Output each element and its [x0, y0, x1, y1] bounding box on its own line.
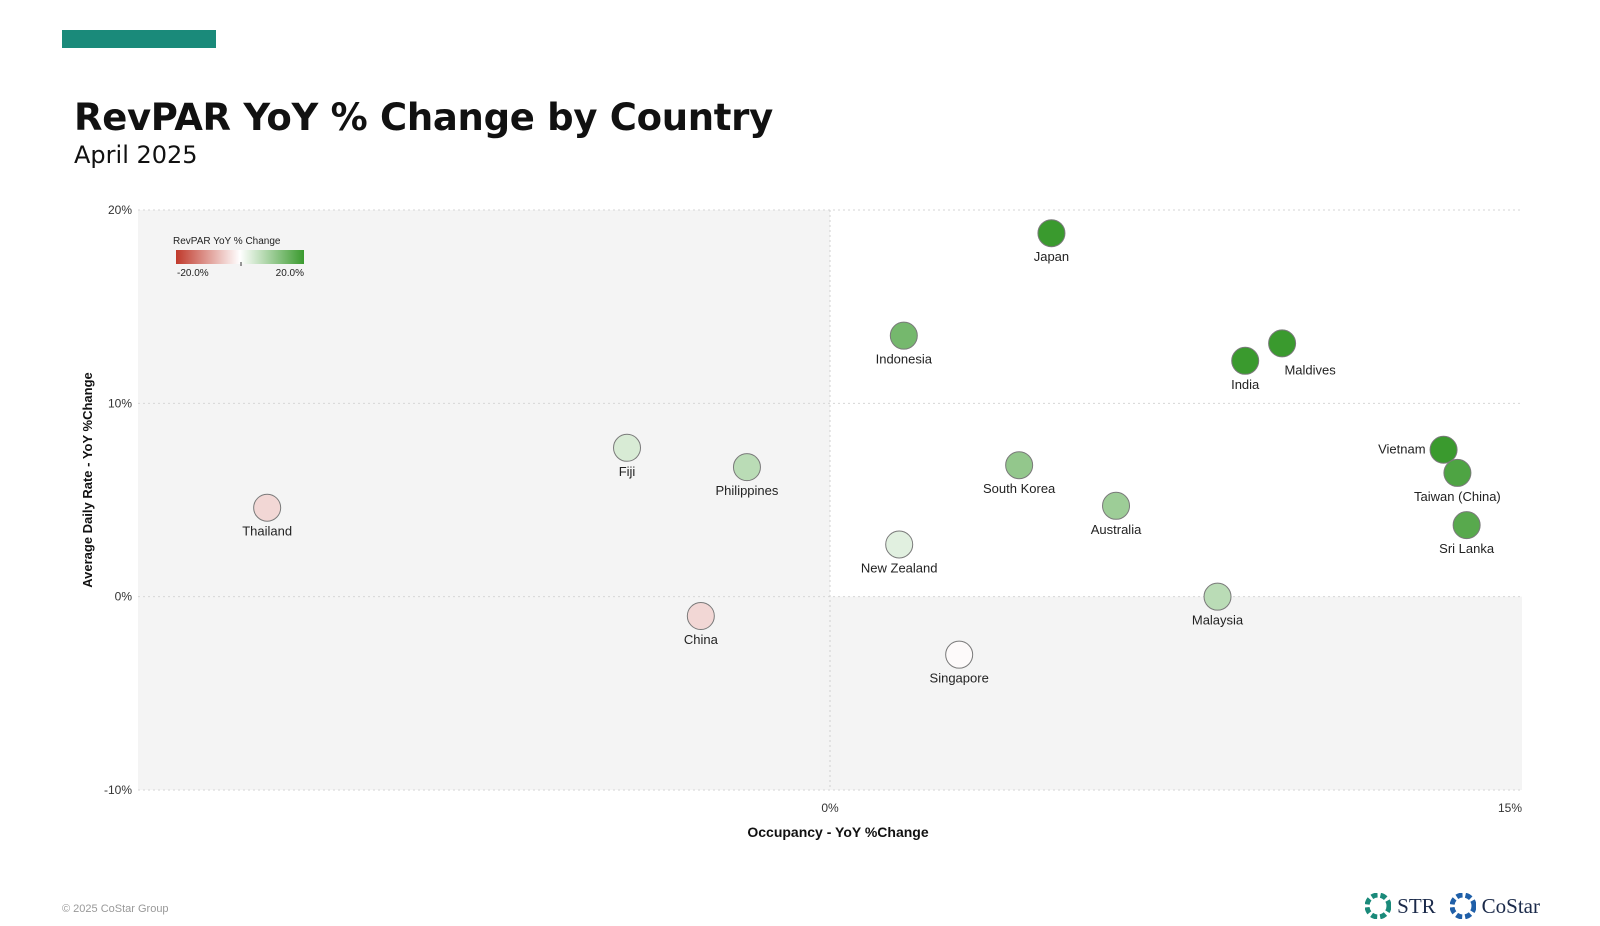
color-legend: RevPAR YoY % Change -20.0% 20.0%	[173, 236, 304, 279]
quadrant-bottom-right-bg	[830, 596, 1522, 790]
costar-logo-text: CoStar	[1481, 893, 1540, 918]
point-label: Thailand	[242, 524, 292, 539]
point-marker	[1268, 329, 1297, 358]
x-axis-title: Occupancy - YoY %Change	[747, 824, 928, 840]
str-logo: STR	[1365, 893, 1436, 919]
y-tick-label: 10%	[108, 396, 132, 410]
copyright-text: © 2025 CoStar Group	[62, 903, 169, 915]
legend-color-bar	[176, 250, 304, 264]
point-label: China	[684, 632, 719, 647]
data-point: Maldives	[1268, 329, 1336, 377]
legend-title: RevPAR YoY % Change	[173, 236, 281, 247]
data-point: Singapore	[930, 640, 989, 686]
data-point: South Korea	[983, 451, 1056, 496]
x-tick-label: 15%	[1498, 801, 1522, 815]
point-label: Malaysia	[1192, 613, 1244, 628]
point-marker	[253, 493, 282, 522]
data-point: Taiwan (China)	[1414, 458, 1501, 504]
point-marker	[732, 453, 761, 482]
point-label: Taiwan (China)	[1414, 489, 1501, 504]
point-label: South Korea	[983, 481, 1056, 496]
quadrant-bottom-left-bg	[138, 596, 830, 790]
point-label: Vietnam	[1378, 442, 1425, 457]
point-marker	[1203, 582, 1232, 611]
y-tick-label: 0%	[115, 590, 133, 604]
point-label: Philippines	[716, 483, 779, 498]
point-marker	[1429, 435, 1458, 464]
data-point: Vietnam	[1378, 435, 1458, 464]
legend-min-label: -20.0%	[177, 268, 209, 279]
footer-logos: STR CoStar	[1365, 893, 1540, 919]
point-marker	[1102, 491, 1131, 520]
point-marker	[945, 640, 974, 669]
point-marker	[889, 321, 918, 350]
data-point: Indonesia	[876, 321, 933, 367]
str-logo-text: STR	[1397, 893, 1436, 918]
point-marker	[1037, 219, 1066, 248]
point-label: Australia	[1091, 522, 1142, 537]
data-point: Thailand	[242, 493, 292, 539]
point-label: New Zealand	[861, 560, 938, 575]
point-marker	[1005, 451, 1034, 480]
y-axis-title: Average Daily Rate - YoY %Change	[80, 372, 95, 588]
y-tick-label: -10%	[104, 783, 132, 797]
point-label: Singapore	[930, 671, 989, 686]
point-label: Indonesia	[876, 352, 933, 367]
data-point: Japan	[1034, 219, 1069, 264]
point-marker	[686, 602, 715, 630]
data-point: China	[684, 602, 719, 647]
point-label: Maldives	[1284, 362, 1336, 377]
data-point: Sri Lanka	[1439, 511, 1495, 556]
data-point: Australia	[1091, 491, 1142, 537]
data-point: Fiji	[613, 433, 642, 479]
y-tick-label: 20%	[108, 203, 132, 217]
point-marker	[1443, 458, 1472, 487]
point-label: Japan	[1034, 249, 1069, 264]
point-marker	[613, 433, 642, 462]
legend-max-label: 20.0%	[276, 268, 304, 279]
accent-bar	[62, 30, 216, 48]
point-marker	[1231, 346, 1260, 375]
costar-logo: CoStar	[1449, 893, 1540, 919]
data-point: New Zealand	[861, 530, 938, 575]
data-point: Malaysia	[1192, 582, 1244, 628]
data-point: Philippines	[716, 453, 779, 498]
data-point: India	[1231, 346, 1260, 392]
page-title: RevPAR YoY % Change by Country	[74, 96, 773, 139]
point-label: India	[1231, 377, 1260, 392]
costar-mark-icon	[1449, 893, 1476, 919]
point-marker	[885, 530, 914, 559]
x-tick-label: 0%	[821, 801, 839, 815]
point-label: Sri Lanka	[1439, 541, 1495, 556]
point-label: Fiji	[619, 464, 636, 479]
str-mark-icon	[1365, 893, 1392, 919]
page-subtitle: April 2025	[74, 141, 198, 169]
point-marker	[1452, 511, 1481, 540]
